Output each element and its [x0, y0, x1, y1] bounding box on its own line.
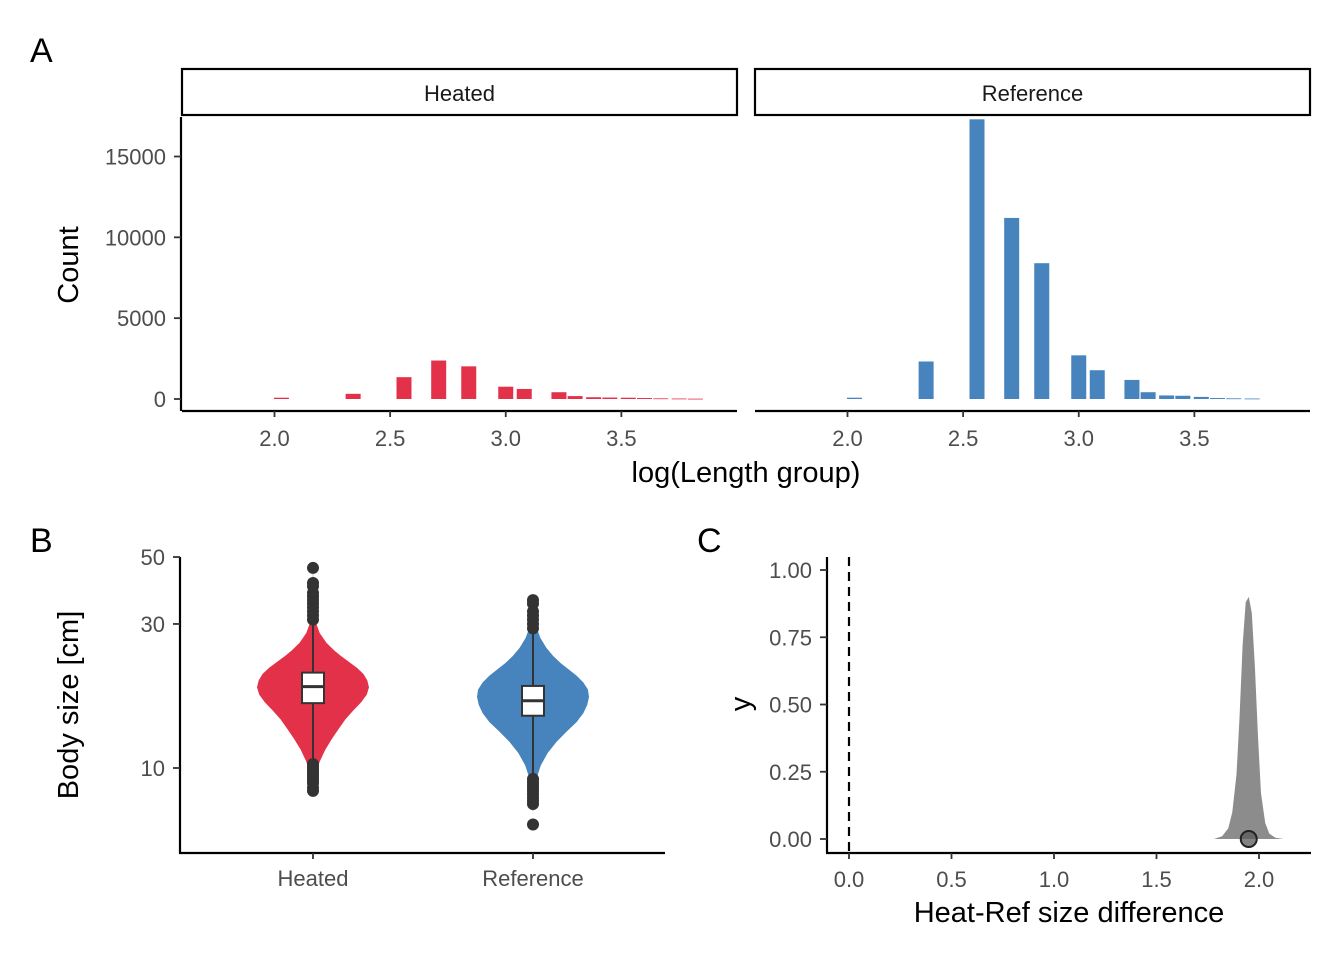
bar-reference-3 [1004, 217, 1020, 399]
bar-heated-8 [567, 396, 583, 399]
violin-y-tick-label-1: 30 [141, 612, 165, 637]
density-x-axis-title: Heat-Ref size difference [914, 897, 1225, 929]
bar-heated-1 [345, 393, 361, 399]
outlier-heated-9 [307, 758, 319, 771]
bar-heated-13 [653, 398, 669, 400]
bar-heated-12 [637, 398, 652, 399]
violin-y-tick-label-0: 10 [141, 756, 165, 781]
bar-heated-5 [498, 386, 514, 399]
bar-reference-10 [1175, 395, 1191, 399]
violin-axes: 10 30 50 Heated Reference [141, 545, 665, 891]
histogram-y-axis-title: Count [53, 226, 85, 303]
violin-panel: 10 30 50 Heated Reference Body size [cm] [53, 545, 665, 891]
x-tick-label-reference-2: 3.0 [1063, 426, 1094, 451]
point-estimate [1239, 830, 1258, 848]
y-tick-label-1: 5000 [117, 306, 166, 331]
bar-reference-11 [1193, 396, 1209, 399]
histogram-panel: Heated Reference 2.0 2.5 3.0 3.5 2.0 2.5 3.0 3.5… [53, 67, 1312, 489]
bar-reference-9 [1159, 395, 1175, 399]
x-tick-label-reference-0: 2.0 [832, 426, 863, 451]
x-tick-label-heated-3: 3.5 [606, 426, 637, 451]
x-tick-label-heated-2: 3.0 [490, 426, 521, 451]
violin-y-axis-title: Body size [cm] [53, 611, 85, 800]
y-tick-label-0: 0 [154, 387, 166, 412]
density-panel: 0.00 0.25 0.50 0.75 1.00 0.0 0.5 1.0 1.5 2.0 Heat… [725, 557, 1311, 929]
density-x-tick-label-3: 1.5 [1141, 867, 1172, 892]
bar-heated-15 [687, 398, 703, 400]
violin-x-tick-label-reference: Reference [482, 866, 584, 891]
histogram-axes: 2.0 2.5 3.0 3.5 2.0 2.5 3.0 3.5 0 5000 10000 15000 [105, 117, 1310, 451]
bar-reference-0 [846, 397, 862, 399]
x-tick-label-reference-1: 2.5 [948, 426, 979, 451]
bar-heated-2 [396, 377, 412, 399]
panel-label-c: C [697, 522, 722, 560]
y-tick-label-3: 15000 [105, 145, 166, 170]
facet-strips: Heated Reference [180, 67, 1312, 117]
outlier-reference-9 [527, 772, 539, 785]
density-y-axis-title: y [725, 696, 757, 711]
posterior-density [1213, 596, 1284, 839]
bar-heated-6 [516, 388, 532, 399]
density-y-tick-label-1: 0.25 [769, 760, 812, 785]
bar-reference-4 [1034, 263, 1050, 399]
density-x-tick-label-4: 2.0 [1244, 867, 1275, 892]
density-plot [847, 557, 1284, 852]
violin-x-tick-label-heated: Heated [278, 866, 349, 891]
facet-strip-label-heated: Heated [424, 81, 495, 106]
bar-reference-7 [1124, 379, 1140, 399]
violin-y-tick-label-2: 50 [141, 545, 165, 570]
bar-reference-6 [1089, 370, 1105, 399]
facet-strip-heated [180, 67, 739, 117]
density-x-tick-label-0: 0.0 [834, 867, 865, 892]
density-x-tick-label-2: 1.0 [1039, 867, 1070, 892]
density-y-tick-label-4: 1.00 [769, 558, 812, 583]
density-axes: 0.00 0.25 0.50 0.75 1.00 0.0 0.5 1.0 1.5 2.0 [769, 557, 1311, 892]
bar-heated-0 [273, 397, 289, 399]
outlier-reference-16 [527, 594, 539, 607]
y-tick-label-2: 10000 [105, 225, 166, 250]
bar-heated-11 [620, 397, 636, 399]
panel-label-b: B [30, 522, 53, 560]
facet-strip-label-reference: Reference [982, 81, 1084, 106]
bar-reference-1 [918, 361, 934, 399]
bar-heated-9 [586, 397, 602, 399]
bar-reference-12 [1210, 398, 1225, 399]
bar-heated-10 [602, 397, 618, 399]
density-y-tick-label-0: 0.00 [769, 827, 812, 852]
density-y-tick-label-3: 0.75 [769, 625, 812, 650]
facet-strip-reference [753, 67, 1312, 117]
bar-heated-3 [431, 360, 447, 399]
outlier-heated-19 [307, 577, 319, 590]
bar-heated-4 [461, 366, 477, 399]
density-y-tick-label-2: 0.50 [769, 693, 812, 718]
outlier-reference-0 [527, 818, 539, 831]
bar-reference-2 [969, 119, 985, 400]
bar-heated-14 [671, 398, 687, 400]
violins [257, 561, 589, 831]
x-tick-label-reference-3: 3.5 [1179, 426, 1210, 451]
x-tick-label-heated-1: 2.5 [375, 426, 406, 451]
bar-reference-8 [1140, 392, 1156, 399]
bar-heated-7 [551, 392, 567, 399]
histogram-x-axis-title: log(Length group) [632, 457, 861, 489]
x-tick-label-heated-0: 2.0 [259, 426, 290, 451]
outlier-heated-20 [307, 561, 319, 574]
panel-label-a: A [30, 32, 53, 70]
bar-reference-5 [1071, 355, 1087, 399]
density-x-tick-label-1: 0.5 [936, 867, 967, 892]
bar-reference-14 [1244, 398, 1260, 400]
histogram-bars [273, 119, 1260, 400]
bar-reference-13 [1226, 398, 1242, 400]
